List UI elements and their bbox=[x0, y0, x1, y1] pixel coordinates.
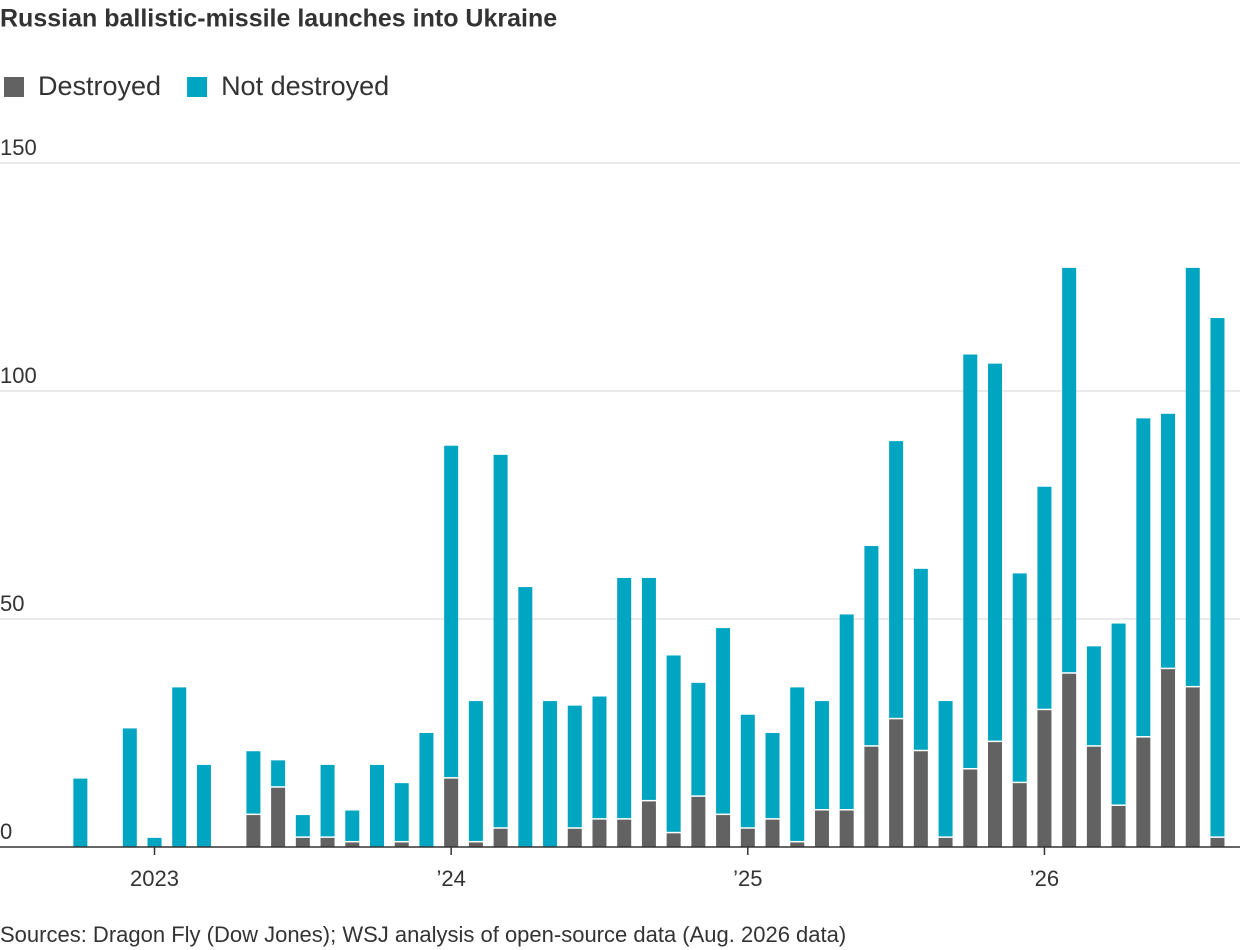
bar-segment bbox=[1185, 687, 1200, 847]
bar-segment bbox=[271, 760, 286, 787]
bar-segment bbox=[73, 778, 88, 847]
bar-segment bbox=[913, 751, 928, 847]
bar-segment bbox=[394, 783, 409, 841]
bar-segment bbox=[1037, 486, 1052, 709]
bar-segment bbox=[468, 842, 483, 847]
bar-segment bbox=[320, 837, 335, 847]
bar-segment bbox=[518, 587, 533, 847]
bar-segment bbox=[1185, 267, 1200, 686]
bar-segment bbox=[889, 441, 904, 718]
legend-swatch bbox=[187, 77, 208, 97]
bar-segment bbox=[740, 714, 755, 828]
bar-segment bbox=[468, 701, 483, 841]
bar-segment bbox=[765, 733, 780, 819]
legend-swatch bbox=[4, 77, 24, 97]
bar-segment bbox=[493, 828, 508, 847]
bar-segment bbox=[493, 454, 508, 828]
bar-segment bbox=[543, 701, 558, 847]
bar-segment bbox=[1111, 805, 1126, 847]
bar-segment bbox=[988, 363, 1002, 741]
bar-segment bbox=[814, 701, 829, 810]
bar-segment bbox=[691, 682, 706, 796]
bar-segment bbox=[740, 828, 755, 847]
y-tick-label: 150 bbox=[0, 135, 37, 160]
bar-segment bbox=[1210, 837, 1225, 847]
legend-label: Destroyed bbox=[38, 71, 161, 101]
bar-segment bbox=[617, 577, 632, 819]
bar-segment bbox=[1136, 737, 1151, 847]
bar-segment bbox=[1136, 418, 1151, 737]
bar-segment bbox=[320, 764, 335, 837]
bar-segment bbox=[790, 842, 805, 847]
bar-segment bbox=[1062, 267, 1077, 673]
bar-segment bbox=[246, 751, 261, 814]
bar-segment bbox=[1210, 318, 1225, 837]
bar-segment bbox=[592, 696, 607, 819]
bar-segment bbox=[1062, 673, 1077, 847]
x-tick-label: ’26 bbox=[1030, 866, 1059, 891]
bar-segment bbox=[394, 842, 409, 847]
bar-segment bbox=[790, 687, 805, 841]
bar-segment bbox=[1111, 623, 1126, 805]
bar-segment bbox=[1086, 746, 1101, 847]
bar-segment bbox=[444, 445, 459, 778]
y-tick-label: 50 bbox=[0, 591, 24, 616]
legend-label: Not destroyed bbox=[221, 71, 389, 101]
bar-segment bbox=[641, 577, 656, 800]
bar-segment bbox=[691, 796, 706, 847]
bar-segment bbox=[913, 568, 928, 750]
bar-segment bbox=[765, 819, 780, 847]
bar-segment bbox=[617, 819, 632, 847]
y-tick-label: 100 bbox=[0, 363, 37, 388]
bar-segment bbox=[716, 628, 731, 814]
bar-segment bbox=[147, 837, 162, 847]
chart-title: Russian ballistic-missile launches into … bbox=[0, 5, 557, 33]
bar-segment bbox=[567, 705, 582, 828]
bar-segment bbox=[370, 764, 384, 847]
bar-segment bbox=[419, 733, 434, 847]
bar-segment bbox=[716, 815, 731, 847]
bar-segment bbox=[938, 701, 953, 837]
bar-segment bbox=[666, 833, 681, 847]
bar-segment bbox=[889, 719, 904, 847]
bar-segment bbox=[963, 769, 978, 847]
bar-segment bbox=[196, 764, 211, 847]
source-note: Sources: Dragon Fly (Dow Jones); WSJ ana… bbox=[0, 922, 846, 947]
bar-segment bbox=[444, 778, 459, 847]
bar-segment bbox=[295, 837, 310, 847]
bar-segment bbox=[295, 815, 310, 837]
bar-segment bbox=[988, 742, 1002, 847]
bar-segment bbox=[864, 546, 879, 746]
bar-segment bbox=[1161, 669, 1176, 847]
legend: Destroyed Not destroyed bbox=[4, 71, 389, 101]
bar-segment bbox=[1012, 573, 1027, 782]
bar-segment bbox=[122, 728, 137, 847]
bar-segment bbox=[839, 810, 854, 847]
bar-segment bbox=[963, 354, 978, 768]
bar-segment bbox=[271, 787, 286, 847]
bar-segment bbox=[1012, 783, 1027, 847]
x-tick-label: ’25 bbox=[733, 866, 762, 891]
bar-segment bbox=[1161, 413, 1176, 668]
bar-segment bbox=[814, 810, 829, 847]
bar-segment bbox=[641, 801, 656, 847]
y-tick-label: 0 bbox=[0, 819, 12, 844]
bar-segment bbox=[345, 842, 360, 847]
x-tick-label: ’24 bbox=[436, 866, 465, 891]
bar-segment bbox=[246, 815, 261, 847]
bar-segment bbox=[938, 837, 953, 847]
bar-segment bbox=[864, 746, 879, 847]
bar-segment bbox=[1086, 646, 1101, 746]
bar-segment bbox=[839, 614, 854, 810]
bar-segment bbox=[567, 828, 582, 847]
bar-segment bbox=[172, 687, 187, 847]
bar-segment bbox=[1037, 710, 1052, 847]
bar-segment bbox=[666, 655, 681, 832]
x-tick-label: 2023 bbox=[130, 866, 179, 891]
bar-segment bbox=[592, 819, 607, 847]
bar-segment bbox=[345, 810, 360, 841]
